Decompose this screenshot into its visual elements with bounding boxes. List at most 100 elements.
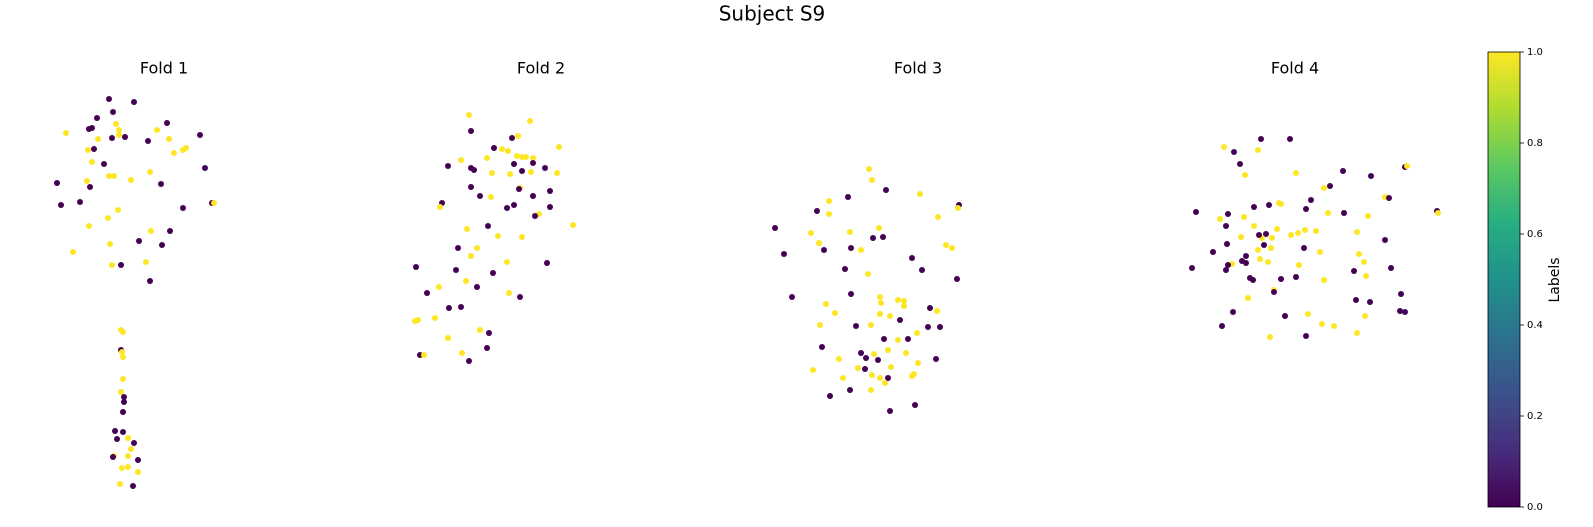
point [935,214,941,220]
point [119,349,125,355]
point [135,469,141,475]
point [933,356,939,362]
point [1271,289,1277,295]
point [1243,260,1249,266]
point [901,303,907,309]
point [432,315,438,321]
point [1293,274,1299,280]
point [848,291,854,297]
point [530,193,536,199]
point [105,215,111,221]
point [148,228,154,234]
point [840,375,846,381]
point [477,193,483,199]
point [868,322,874,328]
point [118,262,124,268]
point [869,372,875,378]
point [887,408,893,414]
point [436,284,442,290]
point [866,166,872,172]
point [1256,232,1262,238]
point [111,173,117,179]
point [115,207,121,213]
point [847,229,853,235]
point [459,350,465,356]
point [1296,262,1302,268]
point [909,255,915,261]
point [819,344,825,350]
point [881,336,887,342]
point [468,184,474,190]
point [823,301,829,307]
point [112,428,118,434]
point [1341,210,1347,216]
point [485,223,491,229]
point [484,345,490,351]
point [514,153,520,159]
point [919,267,925,273]
point [159,242,165,248]
point [955,205,961,211]
point [1269,235,1275,241]
point [887,313,893,319]
point [826,211,832,217]
colorbar-tick-label: 0.0 [1527,502,1543,513]
point [885,375,891,381]
point [556,144,562,150]
point [63,130,69,136]
point [471,167,477,173]
point [934,308,940,314]
point [842,266,848,272]
point [897,317,903,323]
point [445,335,451,341]
point [504,259,510,265]
point [527,118,533,124]
point [814,208,820,214]
point [895,337,901,343]
point [1251,223,1257,229]
point [1189,265,1195,271]
point [542,165,548,171]
point [1321,277,1327,283]
point [89,125,95,131]
point [876,225,882,231]
point [1237,161,1243,167]
point [70,249,76,255]
point [1242,172,1248,178]
point [505,148,511,154]
point [519,168,525,174]
point [1362,313,1368,319]
point [128,446,134,452]
point [511,202,517,208]
point [1278,201,1284,207]
subplot-title: Fold 2 [517,59,565,78]
point [466,358,472,364]
point [888,364,894,370]
point [120,409,126,415]
point [544,260,550,266]
point [164,120,170,126]
point [1363,273,1369,279]
point [1321,185,1327,191]
point [1398,291,1404,297]
point [504,205,510,211]
colorbar [1487,51,1521,508]
colorbar-tick-label: 0.6 [1527,229,1543,240]
point [878,300,884,306]
point [917,191,923,197]
point [1303,206,1309,212]
point [1261,242,1267,248]
point [468,128,474,134]
point [862,366,868,372]
point [855,365,861,371]
point [901,298,907,304]
point [858,350,864,356]
point [495,233,501,239]
point [865,271,871,277]
point [810,367,816,373]
point [466,112,472,118]
point [211,200,217,206]
colorbar-label: Labels [1547,257,1563,302]
point [147,278,153,284]
point [909,373,915,379]
